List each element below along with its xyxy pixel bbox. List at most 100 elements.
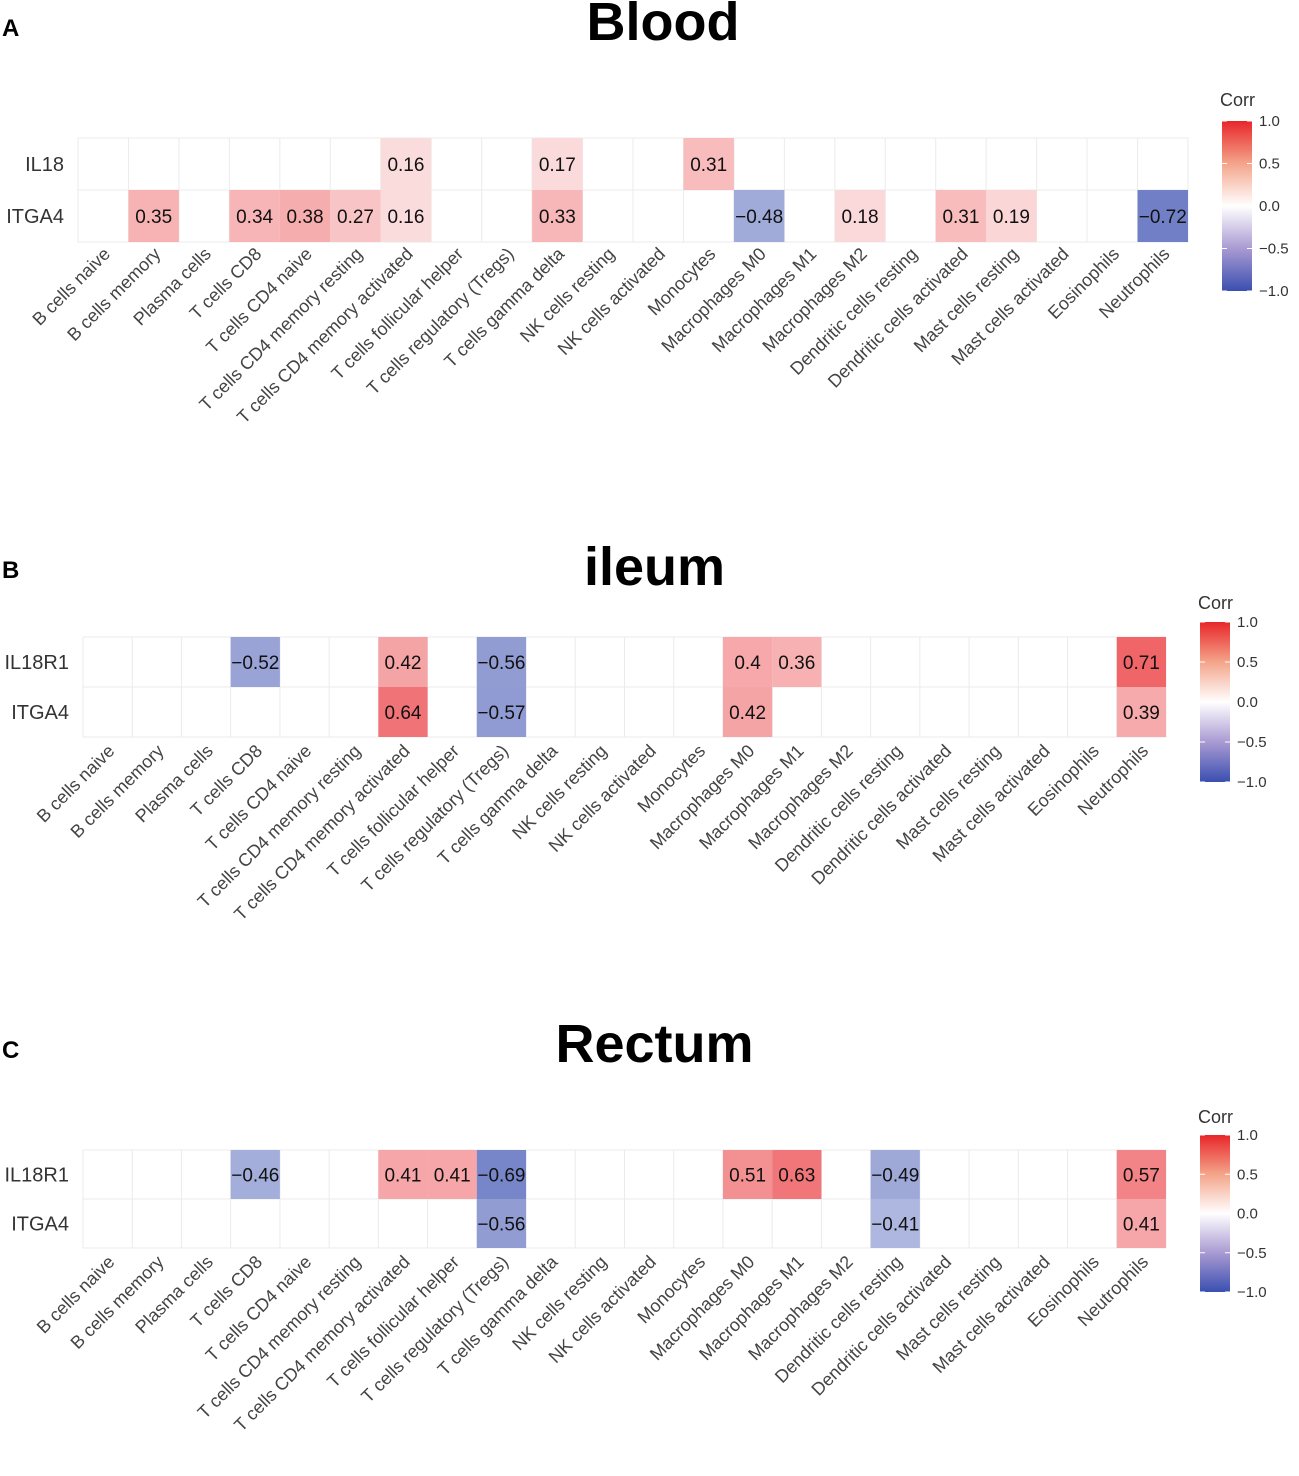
- heatmap-cell: [1116, 637, 1166, 687]
- panel-title: Blood: [587, 0, 740, 52]
- heatmap-cell: [230, 1150, 280, 1199]
- cell-value-label: −0.49: [871, 1166, 919, 1187]
- cell-value-label: 0.38: [287, 207, 324, 228]
- cell-value-label: −0.69: [477, 1166, 525, 1187]
- heatmap-cell: [733, 190, 785, 242]
- cell-value-label: 0.33: [539, 207, 576, 228]
- cell-value-label: −0.46: [231, 1166, 279, 1187]
- cell-value-label: 0.27: [337, 207, 374, 228]
- heatmap-cell: [1116, 1150, 1166, 1199]
- cell-value-label: 0.31: [690, 155, 727, 176]
- heatmap-cell: [229, 190, 280, 242]
- cell-value-label: 0.41: [434, 1166, 471, 1187]
- cell-value-label: 0.16: [387, 207, 424, 228]
- legend-tick-label: −1.0: [1237, 774, 1267, 791]
- legend-title: Corr: [1220, 90, 1255, 110]
- heatmap-cell: [380, 190, 432, 242]
- cell-value-label: 0.31: [942, 207, 979, 228]
- legend-tick-label: −0.5: [1237, 1245, 1267, 1262]
- cell-value-label: 0.41: [384, 1166, 421, 1187]
- cell-value-label: 0.57: [1123, 1166, 1160, 1187]
- row-label: IL18: [25, 154, 64, 176]
- cell-value-label: 0.19: [993, 207, 1030, 228]
- cell-value-label: 0.63: [778, 1166, 815, 1187]
- cell-value-label: 0.42: [729, 703, 766, 724]
- cell-value-label: 0.41: [1123, 1215, 1160, 1236]
- heatmap-cell: [532, 138, 583, 190]
- heatmap-cell: [1137, 190, 1188, 242]
- legend-tick-label: −0.5: [1237, 734, 1267, 751]
- heatmap-cell: [378, 637, 428, 687]
- heatmap-cell: [935, 190, 987, 242]
- cell-value-label: 0.16: [387, 155, 424, 176]
- cell-value-label: 0.34: [236, 207, 273, 228]
- cell-value-label: 0.42: [384, 653, 421, 674]
- legend-tick-label: 0.5: [1237, 1166, 1258, 1183]
- cell-value-label: 0.39: [1123, 703, 1160, 724]
- cell-value-label: 0.4: [734, 653, 761, 674]
- heatmap-cell: [427, 1150, 477, 1199]
- heatmap-cell: [476, 637, 527, 687]
- heatmap-cell: [532, 190, 583, 242]
- legend-tick-label: 0.0: [1237, 1206, 1258, 1223]
- heatmap-cell: [834, 190, 886, 242]
- cell-value-label: −0.72: [1139, 207, 1187, 228]
- heatmap-cell: [986, 190, 1037, 242]
- heatmap-cell: [722, 1150, 773, 1199]
- cell-value-label: 0.17: [539, 155, 576, 176]
- legend-title: Corr: [1198, 593, 1233, 613]
- panel-c: C Rectum −0.46 0.41 0.41 −0.69 0.51 0.63 −0.49 0.…: [2, 1014, 1267, 1435]
- heatmap-cells: 0.16 0.17 0.31 0.35 0.34 0.38 0.27 0.16 0.33 −0.4…: [128, 138, 1188, 242]
- cell-value-label: 0.36: [778, 653, 815, 674]
- heatmap-cell: [279, 190, 331, 242]
- panel-label: C: [2, 1037, 19, 1064]
- heatmap-cell: [230, 637, 280, 687]
- heatmap-cell: [722, 637, 773, 687]
- heatmap-cell: [380, 138, 432, 190]
- legend-tick-label: 1.0: [1237, 614, 1258, 631]
- heatmap-cell: [772, 637, 822, 687]
- cell-value-label: −0.48: [735, 207, 783, 228]
- row-label: ITGA4: [11, 1214, 69, 1236]
- legend-tick-label: 1.0: [1259, 113, 1280, 130]
- heatmap-cell: [378, 1150, 428, 1199]
- legend-tick-label: 0.0: [1237, 694, 1258, 711]
- cell-value-label: 0.51: [729, 1166, 766, 1187]
- heatmap-cells: −0.46 0.41 0.41 −0.69 0.51 0.63 −0.49 0.57 −0.56…: [230, 1150, 1166, 1248]
- heatmap-cell: [683, 138, 734, 190]
- legend-tick-label: 0.5: [1259, 156, 1280, 173]
- heatmap-cell: [476, 687, 527, 737]
- heatmap-cell: [870, 1150, 920, 1199]
- heatmap-cell: [330, 190, 381, 242]
- cell-value-label: 0.71: [1123, 653, 1160, 674]
- heatmap-cell: [476, 1150, 527, 1199]
- row-label: IL18R1: [5, 1165, 70, 1187]
- heatmap-cells: −0.52 0.42 −0.56 0.4 0.36 0.71 0.64 −0.57 0.42 0.…: [230, 637, 1166, 737]
- heatmap-cell: [722, 687, 773, 737]
- row-label: ITGA4: [11, 702, 69, 724]
- legend-tick-label: 0.0: [1259, 198, 1280, 215]
- legend-title: Corr: [1198, 1107, 1233, 1127]
- heatmap-cell: [772, 1150, 822, 1199]
- cell-value-label: −0.41: [871, 1215, 919, 1236]
- legend-tick-label: 1.0: [1237, 1127, 1258, 1144]
- cell-value-label: −0.56: [477, 1215, 525, 1236]
- cell-value-label: 0.18: [842, 207, 879, 228]
- cell-value-label: 0.64: [384, 703, 421, 724]
- row-label: IL18R1: [5, 652, 70, 674]
- cell-value-label: −0.52: [231, 653, 279, 674]
- heatmap-cell: [1116, 1199, 1166, 1248]
- heatmap-cell: [378, 687, 428, 737]
- row-label: ITGA4: [6, 206, 64, 228]
- legend-tick-label: −0.5: [1259, 241, 1289, 258]
- cell-value-label: 0.35: [135, 207, 172, 228]
- panel-label: A: [2, 15, 19, 42]
- heatmap-cell: [870, 1199, 920, 1248]
- panel-title: Rectum: [555, 1014, 753, 1074]
